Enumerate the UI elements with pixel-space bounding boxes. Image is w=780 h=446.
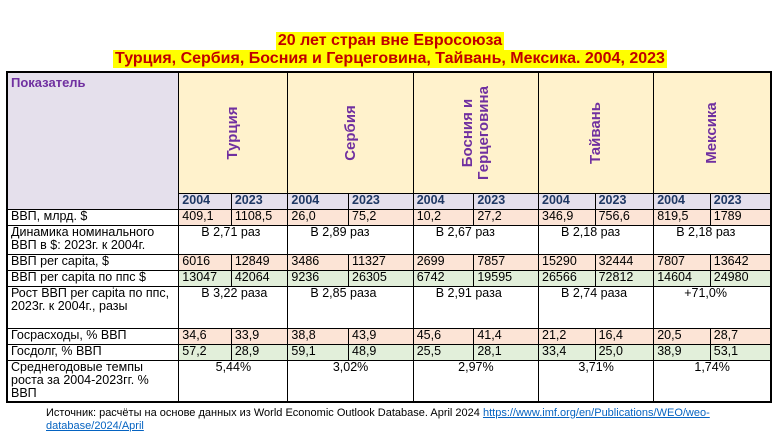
table-cell: 27,2 <box>473 208 540 226</box>
table-cell: 53,1 <box>709 343 772 361</box>
table-cell: 26305 <box>348 269 414 287</box>
country-header-serbia: Сербия <box>287 71 414 194</box>
table-cell: 28,9 <box>230 343 289 361</box>
table-cell: 59,1 <box>287 343 350 361</box>
source-link[interactable]: https://www.imf.org/en/Publications/WEO/… <box>46 407 710 432</box>
table-cell: 11327 <box>348 253 414 271</box>
table-cell: 21,2 <box>538 327 596 345</box>
table-cell: 15290 <box>538 253 596 271</box>
table-cell: 19595 <box>473 269 540 287</box>
year-2023: 2023 <box>709 192 772 210</box>
table-cell: 7857 <box>473 253 540 271</box>
table-cell: 45,6 <box>412 327 475 345</box>
table-cell: 13642 <box>709 253 772 271</box>
table-cell: 32444 <box>594 253 655 271</box>
table-cell: 3,02% <box>287 359 414 403</box>
table-cell: 28,1 <box>473 343 540 361</box>
table-cell: 14604 <box>653 269 711 287</box>
country-header-bosnia: Босния и Герцеговина <box>412 71 540 194</box>
table-cell: 10,2 <box>412 208 475 226</box>
table-cell: 5,44% <box>178 359 289 403</box>
country-header-mexico: Мексика <box>653 71 772 194</box>
table-cell: 26,0 <box>287 208 350 226</box>
year-2023: 2023 <box>230 192 289 210</box>
title-line-1: 20 лет стран вне Евросоюза <box>275 32 505 50</box>
country-header-taiwan: Тайвань <box>538 71 655 194</box>
row-label-ppp: ВВП per capita по ппс $ <box>6 269 180 287</box>
table-cell: 13047 <box>178 269 232 287</box>
table-cell: 1108,5 <box>230 208 289 226</box>
table-cell: 9236 <box>287 269 350 287</box>
table-cell: 28,7 <box>709 327 772 345</box>
row-label-growth: Рост ВВП per capita по ппс, 2023г. к 200… <box>6 285 180 329</box>
table-cell: 819,5 <box>653 208 711 226</box>
table-cell: 16,4 <box>594 327 655 345</box>
row-label-gov-spending: Госрасходы, % ВВП <box>6 327 180 345</box>
table-cell: 72812 <box>594 269 655 287</box>
table-cell: 25,5 <box>412 343 475 361</box>
table-cell: В 2,85 раза <box>287 285 414 329</box>
table-cell: 6742 <box>412 269 475 287</box>
table-cell: В 2,18 раз <box>538 224 655 255</box>
table-cell: 38,9 <box>653 343 711 361</box>
country-header-turkey: Турция <box>178 71 289 194</box>
table-cell: 34,6 <box>178 327 232 345</box>
table-cell: 38,8 <box>287 327 350 345</box>
row-label-per-capita: ВВП per capita, $ <box>6 253 180 271</box>
year-2004: 2004 <box>412 192 475 210</box>
year-2023: 2023 <box>473 192 540 210</box>
table-cell: 43,9 <box>348 327 414 345</box>
row-label-dynamics: Динамика номинального ВВП в $: 2023г. к … <box>6 224 180 255</box>
year-2023: 2023 <box>594 192 655 210</box>
table-cell: 1789 <box>709 208 772 226</box>
title-block: 20 лет стран вне Евросоюза Турция, Серби… <box>0 32 780 68</box>
table-cell: 42064 <box>230 269 289 287</box>
source-text: Источник: расчёты на основе данных из Wo… <box>46 407 483 419</box>
table-cell: 2699 <box>412 253 475 271</box>
table-cell: +71,0% <box>653 285 772 329</box>
indicator-header: Показатель <box>6 71 180 210</box>
table-cell: 75,2 <box>348 208 414 226</box>
table-cell: 12849 <box>230 253 289 271</box>
table-cell: 33,4 <box>538 343 596 361</box>
row-label-gov-debt: Госдолг, % ВВП <box>6 343 180 361</box>
table-cell: 6016 <box>178 253 232 271</box>
title-line-2: Турция, Сербия, Босния и Герцеговина, Та… <box>113 50 667 68</box>
year-2004: 2004 <box>538 192 596 210</box>
year-2004: 2004 <box>287 192 350 210</box>
table-cell: 26566 <box>538 269 596 287</box>
source-note: Источник: расчёты на основе данных из Wo… <box>46 407 746 433</box>
table-cell: 346,9 <box>538 208 596 226</box>
table-cell: 7807 <box>653 253 711 271</box>
table-cell: 57,2 <box>178 343 232 361</box>
table-cell: 1,74% <box>653 359 772 403</box>
table-cell: В 2,71 раз <box>178 224 289 255</box>
table-cell: В 2,74 раза <box>538 285 655 329</box>
table-cell: 409,1 <box>178 208 232 226</box>
table-cell: В 2,91 раза <box>412 285 540 329</box>
table-cell: В 2,18 раз <box>653 224 772 255</box>
table-cell: В 2,67 раз <box>412 224 540 255</box>
table-cell: 2,97% <box>412 359 540 403</box>
year-2004: 2004 <box>178 192 232 210</box>
table-cell: 33,9 <box>230 327 289 345</box>
table-cell: 3,71% <box>538 359 655 403</box>
data-table: Показатель Турция Сербия Босния и Герцего… <box>6 71 772 403</box>
table-cell: 20,5 <box>653 327 711 345</box>
table-cell: 48,9 <box>348 343 414 361</box>
year-2004: 2004 <box>653 192 711 210</box>
table-cell: В 3,22 раза <box>178 285 289 329</box>
table-cell: В 2,89 раз <box>287 224 414 255</box>
table-cell: 24980 <box>709 269 772 287</box>
row-label-gdp: ВВП, млрд. $ <box>6 208 180 226</box>
table-cell: 756,6 <box>594 208 655 226</box>
table-cell: 25,0 <box>594 343 655 361</box>
year-2023: 2023 <box>348 192 414 210</box>
table-cell: 3486 <box>287 253 350 271</box>
table-cell: 41,4 <box>473 327 540 345</box>
row-label-avg-growth: Среднегодовые темпы роста за 2004-2023гг… <box>6 359 180 403</box>
